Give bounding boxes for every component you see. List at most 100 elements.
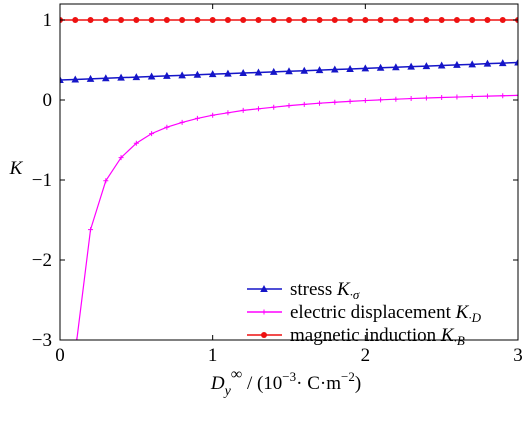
data-point-triangle	[483, 59, 492, 67]
data-point-triangle	[331, 65, 339, 73]
data-point-triangle	[346, 64, 354, 72]
data-point-triangle	[437, 61, 446, 69]
data-point-circle	[499, 17, 506, 23]
data-point-circle	[392, 17, 399, 23]
data-point-triangle	[285, 67, 293, 75]
x-label-subscript: y	[223, 384, 232, 399]
data-point-triangle	[86, 74, 95, 82]
data-point-circle	[224, 17, 231, 23]
data-point-plus	[378, 97, 384, 103]
data-point-circle	[331, 17, 338, 23]
data-point-triangle	[361, 64, 370, 72]
x-label-exponent-2: −2	[341, 369, 355, 384]
x-label-unit-mid: · C·m	[296, 373, 341, 394]
data-point-plus	[332, 99, 338, 105]
x-label-unit-suffix: )	[355, 373, 361, 394]
data-point-triangle	[193, 70, 202, 78]
data-point-plus	[286, 103, 292, 109]
data-point-triangle	[117, 73, 125, 81]
data-point-triangle	[208, 70, 217, 78]
data-point-circle	[286, 17, 292, 23]
data-point-circle	[72, 17, 79, 23]
data-point-plus	[301, 101, 307, 107]
data-point-plus	[408, 96, 414, 102]
data-point-circle	[87, 17, 94, 23]
data-point-triangle	[239, 69, 247, 77]
x-axis-label: Dy∞ / (10−3· C·m−2)	[210, 366, 361, 399]
data-point-circle	[179, 17, 186, 23]
data-point-circle	[469, 17, 476, 23]
series-1	[74, 92, 518, 340]
data-point-circle	[255, 17, 262, 23]
data-point-circle	[163, 17, 170, 23]
data-point-plus	[261, 309, 267, 315]
data-point-plus	[74, 337, 80, 340]
y-tick-label: −1	[32, 170, 52, 191]
data-point-triangle	[71, 75, 80, 83]
legend-item-0: stress K·σ	[247, 279, 360, 302]
data-point-plus	[439, 95, 445, 101]
data-point-triangle	[300, 66, 309, 74]
data-point-circle	[118, 17, 125, 23]
series-0	[60, 58, 518, 83]
data-point-triangle	[392, 63, 400, 71]
data-point-plus	[469, 94, 475, 100]
data-point-triangle	[224, 69, 232, 77]
legend-item-2: magnetic induction K·B	[247, 325, 465, 348]
series-line	[76, 94, 518, 340]
data-point-circle	[347, 17, 354, 23]
axis-ticks: 0 1 2 3 −3 −2 −1 0 1	[32, 4, 522, 366]
data-point-plus	[210, 112, 216, 118]
data-point-circle	[240, 17, 247, 23]
data-point-plus	[362, 98, 368, 104]
data-point-triangle	[132, 73, 141, 81]
x-tick-label: 3	[513, 345, 522, 366]
data-point-plus	[149, 131, 155, 137]
data-point-plus	[317, 100, 323, 106]
x-label-base: D	[210, 373, 225, 394]
y-tick-label: 1	[43, 10, 53, 31]
data-point-triangle	[60, 76, 64, 83]
data-point-triangle	[468, 60, 476, 68]
data-point-plus	[164, 124, 170, 130]
x-tick-label: 0	[55, 345, 65, 366]
series-layer	[60, 17, 518, 340]
x-tick-label: 2	[361, 345, 371, 366]
data-point-triangle	[163, 71, 171, 79]
data-point-circle	[133, 17, 140, 23]
data-point-plus	[255, 106, 261, 112]
data-point-circle	[362, 17, 369, 23]
data-point-circle	[484, 17, 491, 23]
data-point-circle	[102, 17, 109, 23]
x-label-superscript: ∞	[231, 366, 242, 383]
x-tick-label: 1	[208, 345, 218, 366]
data-point-triangle	[407, 62, 415, 70]
data-point-circle	[408, 17, 415, 23]
data-point-triangle	[178, 71, 186, 79]
data-point-triangle	[269, 67, 278, 75]
data-point-triangle	[498, 59, 507, 67]
data-point-circle	[301, 17, 308, 23]
data-point-plus	[179, 119, 185, 125]
data-point-plus	[225, 110, 231, 116]
data-point-triangle	[453, 60, 461, 68]
data-point-circle	[270, 17, 277, 23]
data-point-plus	[500, 93, 506, 99]
data-point-triangle	[376, 63, 385, 71]
legend-label: electric displacement K·D	[290, 302, 482, 325]
data-point-circle	[438, 17, 445, 23]
data-point-triangle	[254, 68, 263, 76]
data-point-plus	[484, 93, 490, 99]
legend-label: magnetic induction K·B	[290, 325, 465, 348]
data-point-circle	[316, 17, 323, 23]
data-point-circle	[423, 17, 430, 23]
data-point-triangle	[102, 74, 110, 82]
data-point-plus	[515, 92, 518, 98]
series-2	[60, 17, 518, 23]
x-label-unit-prefix: / (10	[242, 373, 282, 394]
x-label-exponent-1: −3	[282, 369, 296, 384]
data-point-triangle	[422, 62, 431, 70]
data-point-triangle	[315, 66, 324, 74]
